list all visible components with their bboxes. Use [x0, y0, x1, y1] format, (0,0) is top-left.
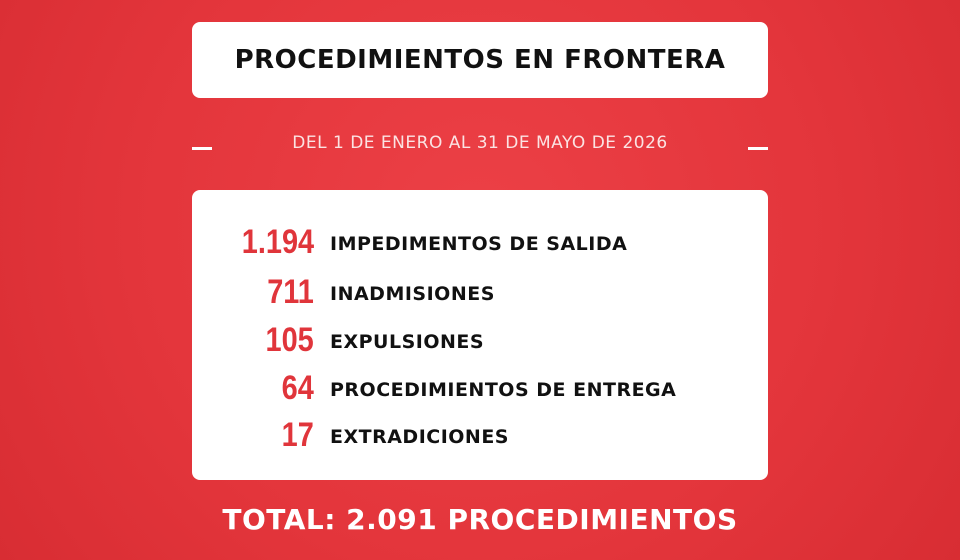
item-label: EXPULSIONES — [330, 331, 485, 353]
dash — [192, 147, 212, 150]
subtitle: DEL 1 DE ENERO AL 31 DE MAYO DE 2026 — [292, 133, 668, 153]
item-label: IMPEDIMENTOS DE SALIDA — [330, 233, 628, 255]
title-box: PROCEDIMIENTOS EN FRONTERA — [192, 22, 768, 98]
item-number: 1.194 — [241, 223, 314, 261]
total: TOTAL: 2.091 PROCEDIMIENTOS — [222, 503, 738, 536]
item-label: INADMISIONES — [330, 283, 495, 305]
item-label: EXTRADICIONES — [330, 426, 509, 448]
item-number: 105 — [265, 321, 314, 359]
item-row: 17 EXTRADICIONES — [192, 413, 768, 457]
item-row: 105 EXPULSIONES — [192, 318, 768, 362]
title: PROCEDIMIENTOS EN FRONTERA — [234, 45, 726, 75]
item-label: PROCEDIMIENTOS DE ENTREGA — [330, 379, 677, 401]
item-number: 17 — [281, 416, 314, 454]
item-number: 711 — [267, 273, 314, 311]
dash — [748, 147, 768, 150]
item-row: 1.194 IMPEDIMENTOS DE SALIDA — [192, 220, 768, 264]
item-number: 64 — [281, 369, 314, 407]
list-box: 1.194 IMPEDIMENTOS DE SALIDA 711 INADMISION… — [192, 190, 768, 480]
item-row: 64 PROCEDIMIENTOS DE ENTREGA — [192, 366, 768, 410]
item-row: 711 INADMISIONES — [192, 270, 768, 314]
